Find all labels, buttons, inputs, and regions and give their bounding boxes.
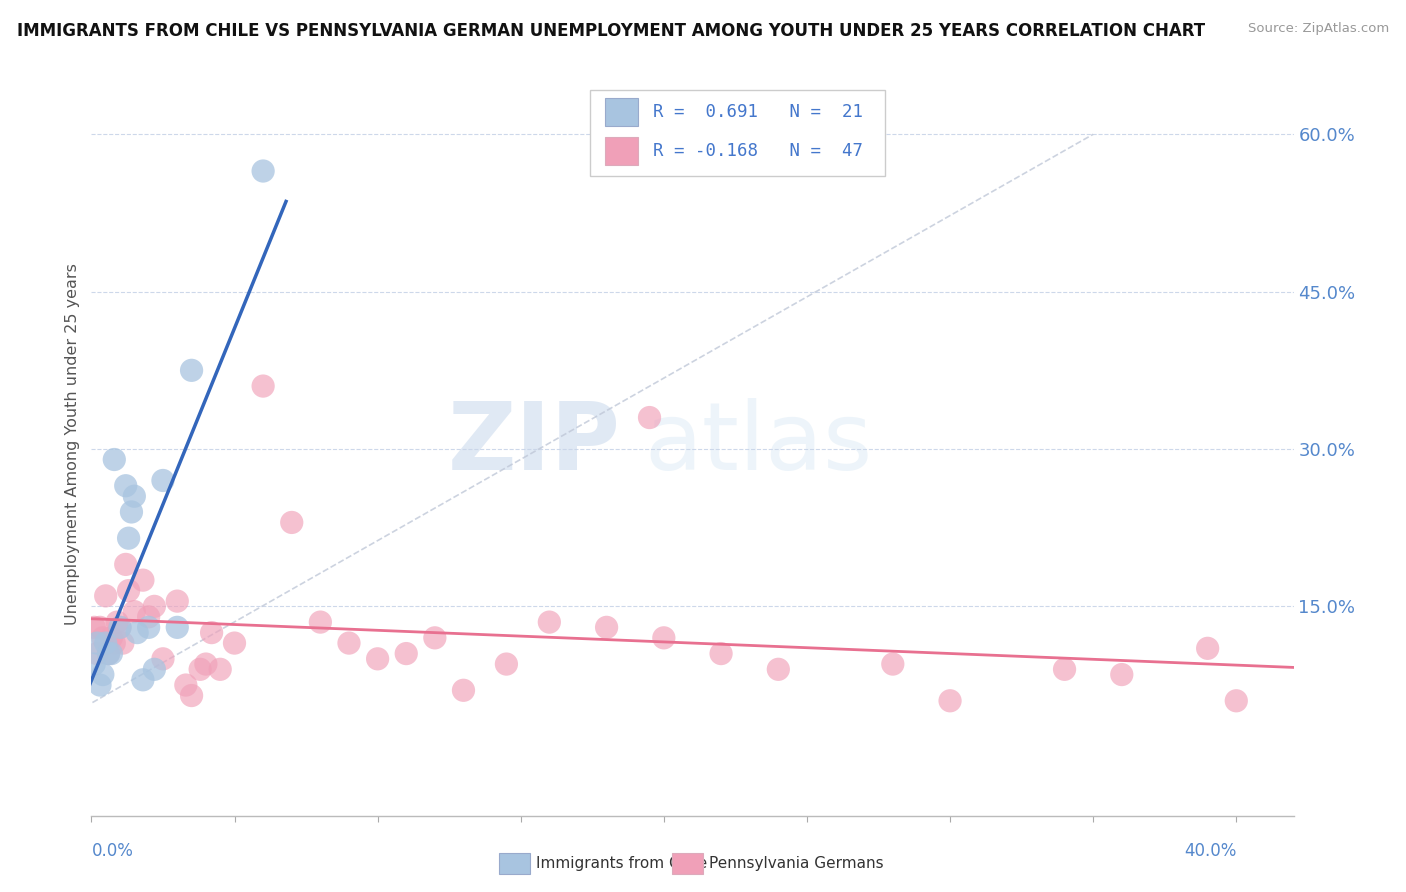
Point bbox=[97, 647, 120, 661]
Point bbox=[138, 610, 160, 624]
Point bbox=[108, 620, 131, 634]
Point bbox=[121, 505, 143, 519]
Point bbox=[83, 657, 105, 671]
Point bbox=[127, 625, 149, 640]
Point bbox=[89, 620, 111, 634]
Point bbox=[1053, 662, 1076, 676]
Point bbox=[83, 620, 105, 634]
Text: Immigrants from Chile: Immigrants from Chile bbox=[536, 856, 707, 871]
Point bbox=[423, 631, 446, 645]
Point bbox=[652, 631, 675, 645]
Text: R =  0.691   N =  21: R = 0.691 N = 21 bbox=[652, 103, 863, 121]
Point bbox=[94, 589, 117, 603]
Point bbox=[453, 683, 475, 698]
Point bbox=[124, 489, 146, 503]
Point bbox=[395, 647, 418, 661]
Text: ZIP: ZIP bbox=[447, 398, 620, 490]
Point bbox=[337, 636, 360, 650]
Point bbox=[143, 599, 166, 614]
Point bbox=[1111, 667, 1133, 681]
Point bbox=[638, 410, 661, 425]
Point bbox=[710, 647, 733, 661]
FancyBboxPatch shape bbox=[605, 98, 638, 127]
Point bbox=[201, 625, 224, 640]
FancyBboxPatch shape bbox=[605, 136, 638, 165]
Text: Pennsylvania Germans: Pennsylvania Germans bbox=[709, 856, 883, 871]
Text: 0.0%: 0.0% bbox=[91, 842, 134, 861]
Point bbox=[91, 631, 114, 645]
Point bbox=[100, 647, 122, 661]
Point bbox=[152, 652, 174, 666]
Point bbox=[1197, 641, 1219, 656]
Point bbox=[1225, 694, 1247, 708]
Point bbox=[281, 516, 304, 530]
Point bbox=[166, 594, 188, 608]
Point bbox=[105, 615, 128, 629]
Point bbox=[180, 689, 202, 703]
Point bbox=[132, 573, 155, 587]
Point bbox=[91, 667, 114, 681]
Point bbox=[194, 657, 217, 671]
Point bbox=[86, 647, 108, 661]
Point bbox=[132, 673, 155, 687]
Text: R = -0.168   N =  47: R = -0.168 N = 47 bbox=[652, 142, 863, 160]
Point bbox=[224, 636, 246, 650]
Y-axis label: Unemployment Among Youth under 25 years: Unemployment Among Youth under 25 years bbox=[65, 263, 80, 624]
Point bbox=[252, 164, 274, 178]
Point bbox=[174, 678, 197, 692]
Point bbox=[367, 652, 389, 666]
Point bbox=[111, 636, 134, 650]
Point bbox=[166, 620, 188, 634]
Point bbox=[97, 647, 120, 661]
Point bbox=[188, 662, 211, 676]
Point bbox=[209, 662, 232, 676]
Point bbox=[495, 657, 517, 671]
Point bbox=[94, 636, 117, 650]
Point bbox=[117, 583, 139, 598]
Point bbox=[138, 620, 160, 634]
Point bbox=[180, 363, 202, 377]
Point bbox=[768, 662, 790, 676]
Point bbox=[595, 620, 617, 634]
Point bbox=[143, 662, 166, 676]
Point bbox=[103, 452, 125, 467]
Point bbox=[108, 620, 131, 634]
Point bbox=[86, 636, 108, 650]
Point bbox=[252, 379, 274, 393]
Text: atlas: atlas bbox=[644, 398, 873, 490]
Point bbox=[152, 474, 174, 488]
Point bbox=[114, 558, 136, 572]
FancyBboxPatch shape bbox=[591, 90, 884, 176]
Point bbox=[103, 636, 125, 650]
Point bbox=[100, 631, 122, 645]
Point bbox=[117, 531, 139, 545]
Text: IMMIGRANTS FROM CHILE VS PENNSYLVANIA GERMAN UNEMPLOYMENT AMONG YOUTH UNDER 25 Y: IMMIGRANTS FROM CHILE VS PENNSYLVANIA GE… bbox=[17, 22, 1205, 40]
Point bbox=[89, 678, 111, 692]
Point bbox=[124, 605, 146, 619]
Point bbox=[114, 479, 136, 493]
Text: 40.0%: 40.0% bbox=[1184, 842, 1236, 861]
Point bbox=[538, 615, 561, 629]
Point bbox=[882, 657, 904, 671]
Text: Source: ZipAtlas.com: Source: ZipAtlas.com bbox=[1249, 22, 1389, 36]
Point bbox=[939, 694, 962, 708]
Point bbox=[309, 615, 332, 629]
